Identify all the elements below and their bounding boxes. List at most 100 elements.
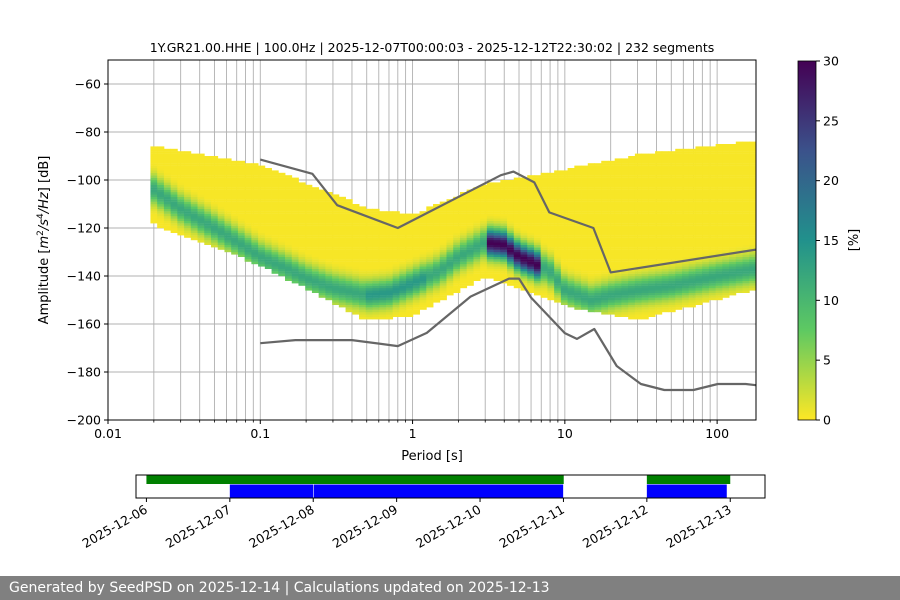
heatmap-cell bbox=[574, 237, 582, 241]
heatmap-cell bbox=[574, 175, 582, 178]
heatmap-cell bbox=[742, 276, 750, 279]
heatmap-cell bbox=[271, 184, 279, 188]
heatmap-cell bbox=[392, 276, 400, 279]
heatmap-cell bbox=[433, 290, 441, 293]
heatmap-cell bbox=[507, 194, 515, 197]
heatmap-cell bbox=[540, 252, 548, 255]
heatmap-cell bbox=[735, 220, 743, 224]
heatmap-cell bbox=[305, 216, 313, 219]
heatmap-cell bbox=[708, 297, 717, 301]
heatmap-cell bbox=[641, 288, 649, 291]
heatmap-cell bbox=[641, 160, 649, 164]
heatmap-cell bbox=[493, 266, 501, 269]
heatmap-cell bbox=[305, 187, 313, 190]
heatmap-cell bbox=[231, 242, 239, 245]
heatmap-cell bbox=[554, 271, 562, 274]
heatmap-cell bbox=[641, 192, 649, 195]
heatmap-cell bbox=[688, 165, 696, 169]
heatmap-cell bbox=[729, 189, 737, 193]
heatmap-cell bbox=[231, 247, 239, 250]
heatmap-cell bbox=[560, 177, 569, 181]
heatmap-cell bbox=[433, 220, 441, 224]
heatmap-cell bbox=[594, 302, 602, 305]
heatmap-cell bbox=[264, 259, 272, 262]
heatmap-cell bbox=[345, 271, 353, 274]
heatmap-cell bbox=[560, 211, 569, 214]
heatmap-cell bbox=[601, 273, 609, 277]
heatmap-cell bbox=[264, 218, 272, 221]
heatmap-cell bbox=[298, 194, 306, 197]
heatmap-cell bbox=[251, 256, 259, 260]
heatmap-cell bbox=[433, 244, 441, 248]
heatmap-cell bbox=[533, 283, 542, 286]
heatmap-cell bbox=[332, 216, 340, 219]
heatmap-cell bbox=[527, 247, 535, 250]
heatmap-cell bbox=[352, 244, 360, 248]
heatmap-cell bbox=[237, 235, 246, 238]
heatmap-cell bbox=[567, 192, 575, 195]
heatmap-cell bbox=[251, 259, 259, 262]
heatmap-cell bbox=[352, 254, 360, 257]
heatmap-cell bbox=[345, 292, 353, 296]
heatmap-cell bbox=[291, 208, 299, 212]
heatmap-cell bbox=[291, 240, 299, 243]
heatmap-cell bbox=[190, 192, 198, 195]
heatmap-cell bbox=[466, 235, 474, 238]
heatmap-cell bbox=[359, 316, 367, 320]
heatmap-cell bbox=[359, 304, 367, 308]
colorbar-tick-label: 15 bbox=[823, 233, 839, 248]
heatmap-cell bbox=[513, 232, 521, 236]
heatmap-cell bbox=[177, 225, 185, 229]
heatmap-cell bbox=[661, 204, 669, 207]
heatmap-cell bbox=[708, 295, 717, 298]
heatmap-cell bbox=[601, 295, 609, 298]
heatmap-cell bbox=[345, 268, 353, 272]
heatmap-cell bbox=[211, 216, 219, 219]
heatmap-cell bbox=[177, 232, 185, 236]
heatmap-cell bbox=[621, 172, 629, 176]
heatmap-cell bbox=[634, 187, 643, 190]
heatmap-cell bbox=[372, 213, 380, 217]
heatmap-cell bbox=[332, 211, 340, 214]
heatmap-cell bbox=[204, 180, 212, 183]
heatmap-cell bbox=[547, 192, 555, 195]
heatmap-cell bbox=[352, 280, 360, 284]
heatmap-cell bbox=[641, 302, 649, 305]
heatmap-cell bbox=[554, 175, 562, 178]
heatmap-cell bbox=[493, 259, 501, 262]
heatmap-cell bbox=[271, 199, 279, 202]
heatmap-cell bbox=[439, 278, 447, 281]
heatmap-cell bbox=[628, 196, 636, 200]
heatmap-cell bbox=[311, 204, 320, 207]
heatmap-cell bbox=[675, 302, 683, 305]
heatmap-cell bbox=[433, 264, 441, 267]
heatmap-cell bbox=[540, 247, 548, 250]
heatmap-cell bbox=[688, 194, 696, 197]
heatmap-cell bbox=[338, 259, 346, 262]
timeline-ticks: 2025-12-06 2025-12-07 2025-12-08 2025-12-09… bbox=[80, 498, 734, 551]
heatmap-cell bbox=[372, 273, 380, 277]
heatmap-cell bbox=[359, 283, 367, 286]
heatmap-cell bbox=[271, 187, 279, 190]
heatmap-cell bbox=[702, 163, 710, 166]
heatmap-cell bbox=[634, 244, 643, 248]
heatmap-cell bbox=[688, 244, 696, 248]
heatmap-cell bbox=[433, 213, 441, 217]
heatmap-cell bbox=[607, 177, 616, 181]
heatmap-cell bbox=[426, 235, 434, 238]
heatmap-cell bbox=[668, 240, 676, 243]
heatmap-cell bbox=[695, 163, 703, 166]
heatmap-cell bbox=[507, 187, 515, 190]
heatmap-cell bbox=[601, 160, 609, 164]
heatmap-cell bbox=[150, 163, 158, 166]
heatmap-cell bbox=[661, 199, 669, 202]
heatmap-cell bbox=[594, 170, 602, 173]
heatmap-cell bbox=[554, 172, 562, 176]
heatmap-cell bbox=[607, 290, 616, 293]
heatmap-cell bbox=[311, 235, 320, 238]
heatmap-cell bbox=[655, 218, 663, 221]
heatmap-cell bbox=[655, 244, 663, 248]
heatmap-cell bbox=[749, 259, 756, 262]
heatmap-cell bbox=[628, 254, 636, 257]
heatmap-cell bbox=[567, 302, 575, 305]
